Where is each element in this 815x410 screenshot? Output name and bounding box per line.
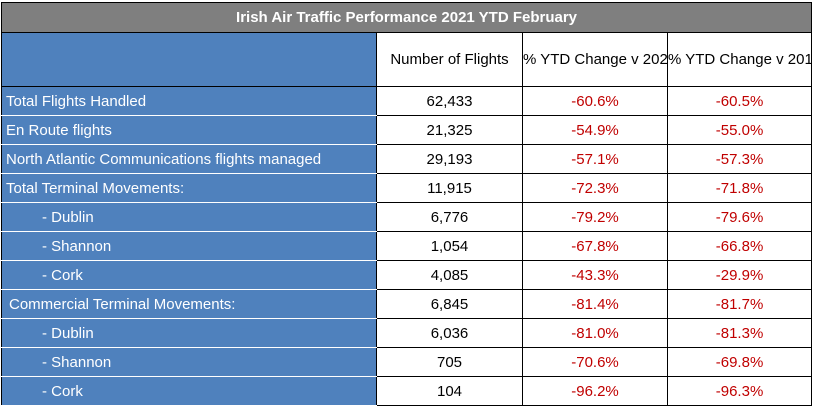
change-v-2020-value: -60.6% [522,86,668,116]
header-change-v-2020: % YTD Change v 2020 [522,32,668,87]
change-v-2019-value: -29.9% [666,260,813,290]
table-row: - Dublin 6,776 -79.2% -79.6% [1,202,813,232]
change-v-2020-value: -96.2% [522,376,668,406]
change-v-2019-value: -66.8% [666,231,813,261]
table-row: Total Terminal Movements: 11,915 -72.3% -71… [1,173,813,203]
change-v-2020-value: -43.3% [522,260,668,290]
flights-value: 705 [376,347,523,377]
table-row: - Shannon 1,054 -67.8% -66.8% [1,231,813,261]
flights-value: 6,776 [376,202,523,232]
flights-value: 62,433 [376,86,523,116]
flights-value: 4,085 [376,260,523,290]
table-row: North Atlantic Communications flights ma… [1,144,813,174]
row-label: En Route flights [1,115,377,145]
change-v-2020-value: -70.6% [522,347,668,377]
row-label: Total Flights Handled [1,86,377,116]
row-label: - Dublin [1,318,377,348]
flights-value: 21,325 [376,115,523,145]
change-v-2019-value: -71.8% [666,173,813,203]
table-row: - Cork 104 -96.2% -96.3% [1,376,813,406]
change-v-2019-value: -81.3% [666,318,813,348]
flights-value: 11,915 [376,173,523,203]
title-row: Irish Air Traffic Performance 2021 YTD F… [0,2,813,33]
change-v-2019-value: -60.5% [666,86,813,116]
row-label: - Cork [1,260,377,290]
table-row: Total Flights Handled 62,433 -60.6% -60.5% [1,86,813,116]
flights-value: 29,193 [376,144,523,174]
table-row: - Shannon 705 -70.6% -69.8% [1,347,813,377]
table-row: - Cork 4,085 -43.3% -29.9% [1,260,813,290]
row-label: - Dublin [1,202,377,232]
table-row: En Route flights 21,325 -54.9% -55.0% [1,115,813,145]
row-label: - Cork [1,376,377,406]
row-label: North Atlantic Communications flights ma… [1,144,377,174]
flights-value: 104 [376,376,523,406]
change-v-2020-value: -57.1% [522,144,668,174]
table-row: - Dublin 6,036 -81.0% -81.3% [1,318,813,348]
change-v-2020-value: -67.8% [522,231,668,261]
row-label: - Shannon [1,231,377,261]
header-number-of-flights: Number of Flights [376,32,523,87]
change-v-2020-value: -54.9% [522,115,668,145]
change-v-2020-value: -79.2% [522,202,668,232]
flights-value: 6,036 [376,318,523,348]
row-label: - Shannon [1,347,377,377]
change-v-2019-value: -55.0% [666,115,813,145]
header-blank-cell [1,32,377,87]
change-v-2020-value: -72.3% [522,173,668,203]
change-v-2019-value: -57.3% [666,144,813,174]
table-row: Commercial Terminal Movements: 6,845 -81.4… [1,289,813,319]
flights-value: 6,845 [376,289,523,319]
flights-value: 1,054 [376,231,523,261]
change-v-2019-value: -69.8% [666,347,813,377]
row-label: Total Terminal Movements: [1,173,377,203]
table-title: Irish Air Traffic Performance 2021 YTD F… [0,2,813,33]
change-v-2019-value: -96.3% [666,376,813,406]
header-change-v-2019: % YTD Change v 2019 [666,32,813,87]
row-label: Commercial Terminal Movements: [1,289,377,319]
change-v-2020-value: -81.0% [522,318,668,348]
change-v-2020-value: -81.4% [522,289,668,319]
change-v-2019-value: -79.6% [666,202,813,232]
header-row: Number of Flights % YTD Change v 2020 % … [1,32,813,87]
change-v-2019-value: -81.7% [666,289,813,319]
